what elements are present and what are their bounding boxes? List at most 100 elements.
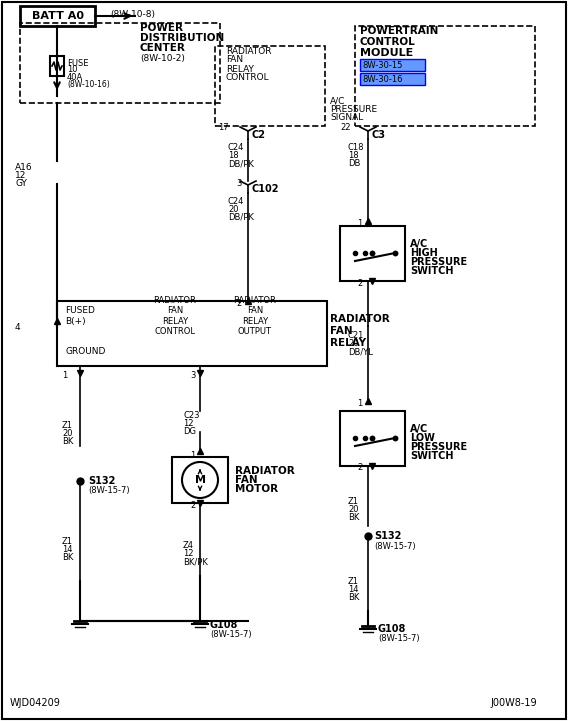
Text: C3: C3 (372, 130, 386, 140)
Text: 1: 1 (357, 218, 362, 228)
Text: DB/PK: DB/PK (228, 213, 254, 221)
Text: 12: 12 (15, 172, 26, 180)
Text: RELAY: RELAY (226, 64, 254, 74)
Text: C21: C21 (348, 332, 365, 340)
Bar (57, 301, 327, 366)
Text: DG: DG (183, 428, 196, 436)
Text: BK: BK (62, 438, 73, 446)
Text: 22: 22 (340, 123, 350, 131)
Text: C18: C18 (348, 143, 365, 153)
Text: BATT A0: BATT A0 (31, 11, 83, 21)
Text: G108: G108 (378, 624, 406, 634)
Text: FAN: FAN (235, 475, 258, 485)
Text: 20: 20 (228, 205, 239, 213)
Text: POWER: POWER (140, 23, 183, 33)
Text: DB/YL: DB/YL (348, 348, 373, 356)
Bar (340, 226, 405, 281)
Text: (8W-15-7): (8W-15-7) (374, 541, 416, 551)
Text: RADIATOR: RADIATOR (235, 466, 295, 476)
Bar (355, 26, 535, 126)
Text: CONTROL: CONTROL (360, 37, 416, 47)
Bar (340, 411, 405, 466)
Text: 20: 20 (348, 505, 358, 513)
Text: 18: 18 (348, 151, 358, 161)
Text: (8W-15-7): (8W-15-7) (88, 487, 130, 495)
Text: BK: BK (348, 513, 360, 521)
Text: PRESSURE: PRESSURE (410, 442, 467, 452)
Text: 14: 14 (348, 585, 358, 593)
Text: GY: GY (15, 180, 27, 188)
Text: CENTER: CENTER (140, 43, 186, 53)
Text: PRESSURE: PRESSURE (330, 105, 377, 113)
Text: BK/PK: BK/PK (183, 557, 208, 567)
Text: 20: 20 (348, 340, 358, 348)
Text: 2: 2 (190, 500, 195, 510)
Text: 1: 1 (190, 451, 195, 459)
Text: Z1: Z1 (348, 497, 359, 505)
Text: Z1: Z1 (62, 536, 73, 546)
Text: J00W8-19: J00W8-19 (490, 698, 537, 708)
Text: DISTRIBUTION: DISTRIBUTION (140, 33, 224, 43)
Text: (8W-10-2): (8W-10-2) (140, 55, 185, 63)
Text: (8W-15-7): (8W-15-7) (378, 634, 420, 644)
Text: RADIATOR
FAN
RELAY: RADIATOR FAN RELAY (330, 314, 390, 348)
Text: (8W-10-8): (8W-10-8) (110, 11, 155, 19)
Text: 12: 12 (183, 420, 194, 428)
Text: BK: BK (62, 552, 73, 562)
Text: S132: S132 (88, 476, 115, 486)
Text: SIGNAL: SIGNAL (330, 112, 364, 122)
Text: FAN: FAN (226, 56, 243, 64)
Text: A/C: A/C (410, 424, 428, 434)
Bar (360, 73, 425, 85)
Text: 40A: 40A (67, 73, 83, 81)
Text: SWITCH: SWITCH (410, 451, 453, 461)
Text: A/C: A/C (330, 97, 345, 105)
Text: 4: 4 (15, 324, 20, 332)
Text: 18: 18 (228, 151, 239, 161)
Text: RADIATOR
FAN
RELAY
OUTPUT: RADIATOR FAN RELAY OUTPUT (233, 296, 277, 336)
Bar (172, 457, 228, 503)
Text: C102: C102 (252, 184, 279, 194)
Text: Z4: Z4 (183, 541, 194, 551)
Text: 8W-30-15: 8W-30-15 (362, 61, 402, 69)
Text: C24: C24 (228, 197, 244, 205)
Text: LOW: LOW (410, 433, 435, 443)
Text: WJD04209: WJD04209 (10, 698, 61, 708)
Text: A16: A16 (15, 164, 32, 172)
Circle shape (182, 462, 218, 498)
Text: SWITCH: SWITCH (410, 266, 453, 276)
Text: RADIATOR: RADIATOR (226, 46, 272, 56)
Text: CONTROL: CONTROL (226, 74, 270, 82)
Text: POWERTRAIN: POWERTRAIN (360, 26, 438, 36)
Text: Z1: Z1 (62, 422, 73, 430)
Text: 3: 3 (236, 179, 241, 187)
Text: (8W-10-16): (8W-10-16) (67, 79, 110, 89)
Text: DB: DB (348, 159, 360, 169)
Text: 20: 20 (62, 430, 73, 438)
Text: 2: 2 (357, 464, 362, 472)
Text: BK: BK (348, 593, 360, 601)
Text: S132: S132 (374, 531, 402, 541)
Text: C2: C2 (252, 130, 266, 140)
Text: 17: 17 (218, 123, 229, 131)
Text: PRESSURE: PRESSURE (410, 257, 467, 267)
Bar (20, 23, 220, 103)
Text: FUSED
B(+): FUSED B(+) (65, 306, 95, 326)
Text: 1: 1 (357, 399, 362, 407)
Text: 10: 10 (67, 66, 77, 74)
Text: HIGH: HIGH (410, 248, 438, 258)
Text: C23: C23 (183, 412, 199, 420)
Text: M: M (194, 475, 206, 485)
Text: C24: C24 (228, 143, 244, 153)
Text: 12: 12 (183, 549, 194, 559)
Bar (215, 46, 325, 126)
Text: A/C: A/C (410, 239, 428, 249)
Text: G108: G108 (210, 620, 239, 630)
Text: 2: 2 (357, 278, 362, 288)
Bar (20, 6, 95, 26)
Text: GROUND: GROUND (65, 347, 106, 355)
Text: 3: 3 (190, 371, 195, 381)
Text: MOTOR: MOTOR (235, 484, 278, 494)
Text: (8W-15-7): (8W-15-7) (210, 630, 252, 640)
Text: FUSE: FUSE (67, 58, 89, 68)
